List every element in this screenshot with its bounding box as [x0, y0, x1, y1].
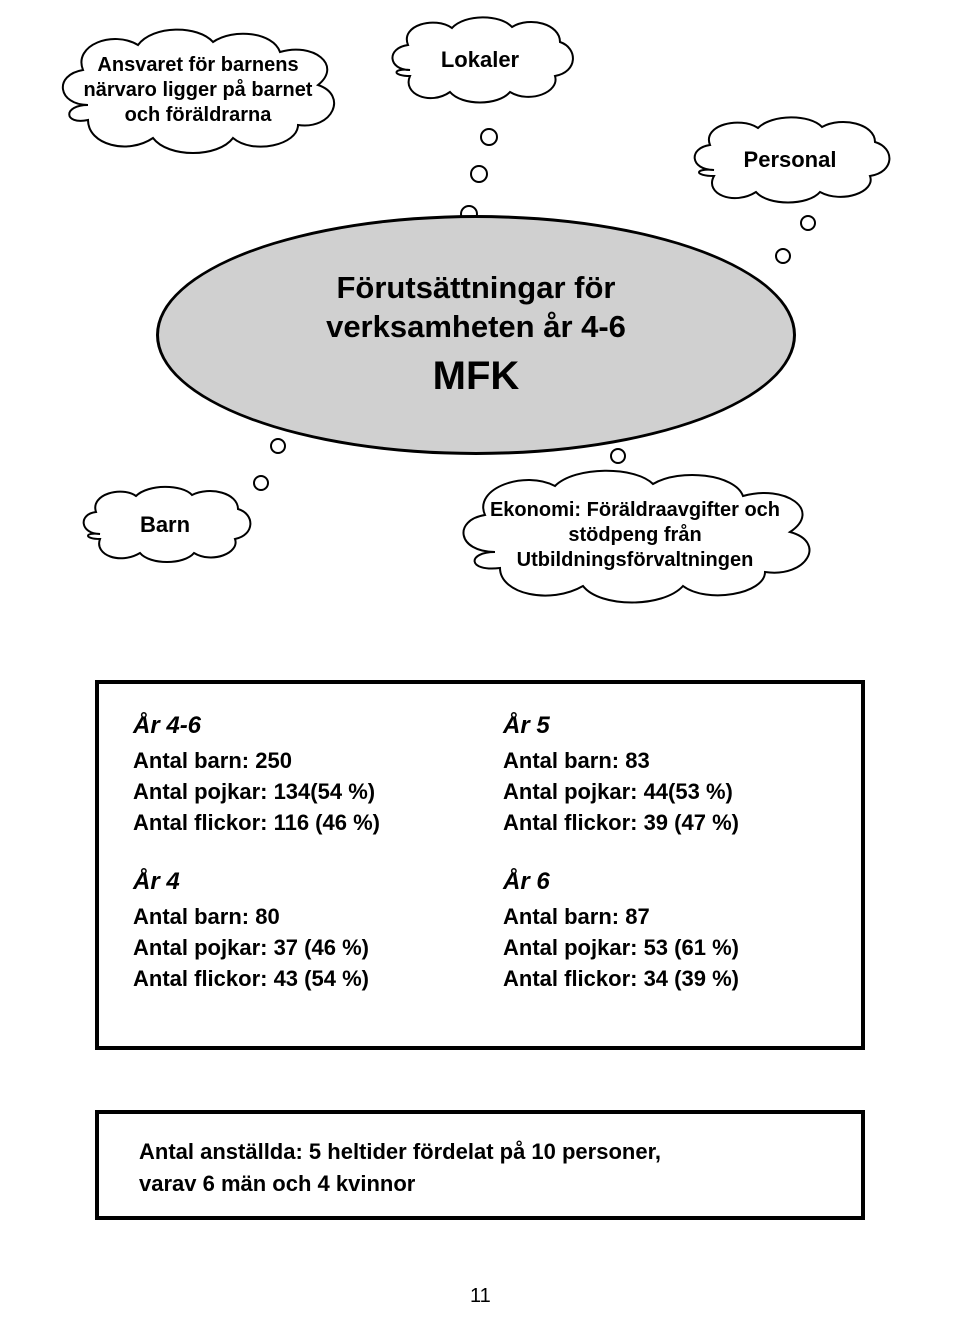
cloud-lokaler: Lokaler — [380, 10, 580, 110]
diagram-canvas: Ansvaret för barnens närvaro ligger på b… — [0, 0, 960, 1319]
group-ar4: År 4 Antal barn: 80 Antal pojkar: 37 (46… — [133, 868, 463, 994]
cloud-ekonomi: Ekonomi: Föräldraavgifter och stödpeng f… — [445, 460, 825, 610]
group-title: År 5 — [503, 712, 833, 740]
cloud-barn-label: Barn — [70, 480, 260, 570]
cloud-personal-label: Personal — [680, 110, 900, 210]
group-line: Antal barn: 80 — [133, 902, 463, 933]
thought-bubble — [270, 438, 286, 454]
stats-col-right: År 5 Antal barn: 83 Antal pojkar: 44(53 … — [503, 712, 833, 995]
group-line: Antal barn: 87 — [503, 902, 833, 933]
cloud-lokaler-label: Lokaler — [380, 10, 580, 110]
center-ellipse: Förutsättningar för verksamheten år 4-6 … — [156, 215, 796, 455]
group-line: Antal pojkar: 37 (46 %) — [133, 933, 463, 964]
group-title: År 6 — [503, 868, 833, 896]
thought-bubble — [253, 475, 269, 491]
staff-box: Antal anställda: 5 heltider fördelat på … — [95, 1110, 865, 1220]
group-line: Antal barn: 83 — [503, 746, 833, 777]
cloud-responsibility: Ansvaret för barnens närvaro ligger på b… — [48, 20, 348, 160]
group-title: År 4 — [133, 868, 463, 896]
group-line: Antal pojkar: 134(54 %) — [133, 777, 463, 808]
cloud-responsibility-label: Ansvaret för barnens närvaro ligger på b… — [48, 20, 348, 160]
group-ar6: År 6 Antal barn: 87 Antal pojkar: 53 (61… — [503, 868, 833, 994]
thought-bubble — [610, 448, 626, 464]
group-ar46: År 4-6 Antal barn: 250 Antal pojkar: 134… — [133, 712, 463, 838]
thought-bubble — [800, 215, 816, 231]
group-line: Antal pojkar: 44(53 %) — [503, 777, 833, 808]
group-line: Antal pojkar: 53 (61 %) — [503, 933, 833, 964]
thought-bubble — [470, 165, 488, 183]
group-line: Antal barn: 250 — [133, 746, 463, 777]
cloud-ekonomi-label: Ekonomi: Föräldraavgifter och stödpeng f… — [445, 460, 825, 610]
group-title: År 4-6 — [133, 712, 463, 740]
center-line3: MFK — [326, 351, 626, 401]
thought-bubble — [775, 248, 791, 264]
group-line: Antal flickor: 34 (39 %) — [503, 964, 833, 995]
cloud-personal: Personal — [680, 110, 900, 210]
group-ar5: År 5 Antal barn: 83 Antal pojkar: 44(53 … — [503, 712, 833, 838]
thought-bubble — [480, 128, 498, 146]
group-line: Antal flickor: 116 (46 %) — [133, 808, 463, 839]
stats-box: År 4-6 Antal barn: 250 Antal pojkar: 134… — [95, 680, 865, 1050]
stats-col-left: År 4-6 Antal barn: 250 Antal pojkar: 134… — [133, 712, 463, 995]
cloud-barn: Barn — [70, 480, 260, 570]
page-number: 11 — [470, 1285, 491, 1308]
group-line: Antal flickor: 43 (54 %) — [133, 964, 463, 995]
staff-line1: Antal anställda: 5 heltider fördelat på … — [139, 1136, 833, 1168]
group-line: Antal flickor: 39 (47 %) — [503, 808, 833, 839]
center-line1: Förutsättningar för — [326, 269, 626, 308]
center-line2: verksamheten år 4-6 — [326, 308, 626, 347]
staff-line2: varav 6 män och 4 kvinnor — [139, 1168, 833, 1200]
